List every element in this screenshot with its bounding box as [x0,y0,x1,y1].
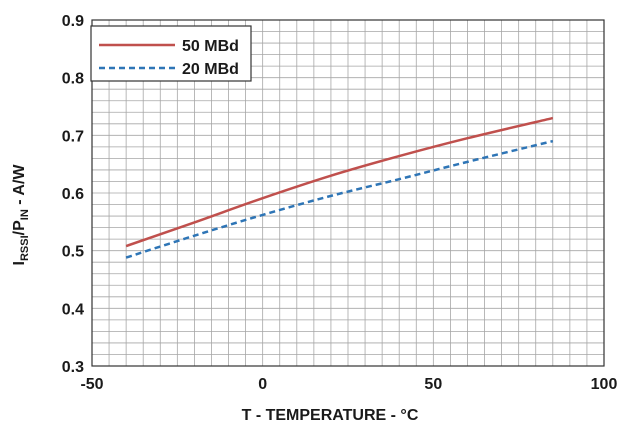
y-tick-label: 0.6 [62,186,84,203]
x-axis-ticks: -50 0 50 100 [80,376,617,393]
series-line-50mbd [125,116,554,248]
legend-entry-1: 50 MBd [99,38,239,55]
x-tick-label: 50 [424,376,442,393]
y-tick-label: 0.4 [62,301,84,318]
legend-box [90,25,252,82]
y-axis-title: IRSSI/PIN - A/W [11,164,31,266]
x-tick-label: -50 [80,376,103,393]
y-axis-title-subscript-2: IN [19,209,31,220]
legend-label-50mbd: 50 MBd [182,38,239,55]
x-tick-label: 100 [591,376,618,393]
y-tick-label: 0.9 [62,13,84,30]
y-tick-label: 0.5 [62,244,84,261]
plot-frame [91,19,605,367]
y-axis-ticks: 0.3 0.4 0.5 0.6 0.7 0.8 0.9 [62,13,84,376]
legend: 50 MBd 20 MBd [90,25,252,82]
y-axis-title-mid: /P [11,220,28,235]
series-line-20mbd [125,139,554,259]
y-axis-title-suffix: - A/W [11,164,28,210]
legend-entry-2: 20 MBd [99,61,239,78]
y-tick-label: 0.3 [62,359,84,376]
y-axis-title-prefix: I [11,261,28,265]
y-axis-title-subscript-1: RSSI [19,235,31,261]
x-tick-label: 0 [258,376,267,393]
x-axis-title: T - TEMPERATURE - °C [242,407,419,424]
y-tick-label: 0.8 [62,71,84,88]
legend-label-20mbd: 20 MBd [182,61,239,78]
series-layer [125,116,554,259]
y-tick-label: 0.7 [62,128,84,145]
